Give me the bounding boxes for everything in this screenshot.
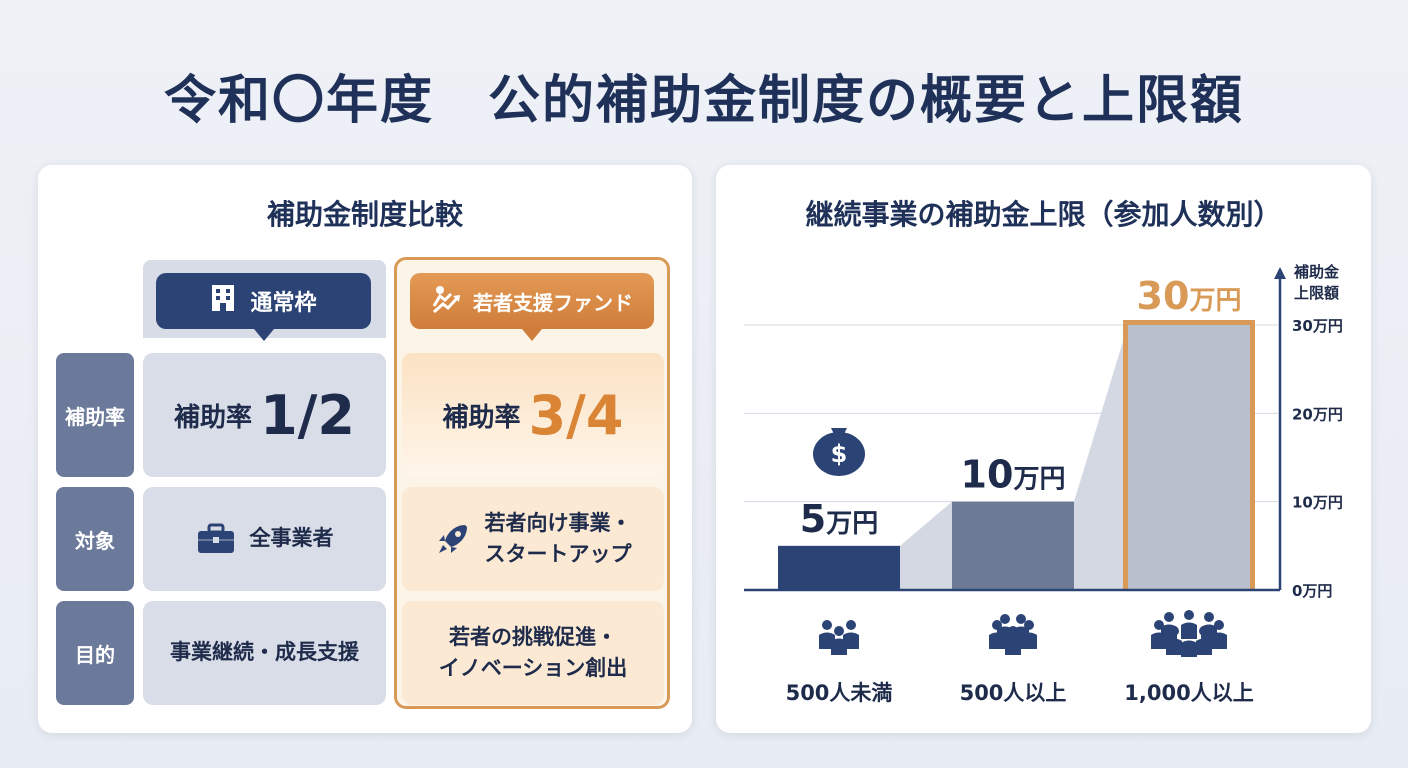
y-tick-label: 10万円 xyxy=(1292,494,1343,512)
normal-rate-cell: 補助率 1/2 xyxy=(143,353,386,477)
normal-column-header: 通常枠 xyxy=(156,273,371,341)
normal-target-cell: 全事業者 xyxy=(143,487,386,591)
value-label: 5万円 xyxy=(800,497,878,541)
youth-rate-cell: 補助率 3/4 xyxy=(402,353,664,477)
category-label: 1,000人以上 xyxy=(1124,681,1253,705)
building-icon xyxy=(210,283,236,319)
y-axis-arrow xyxy=(1274,267,1286,279)
normal-column-label: 通常枠 xyxy=(250,291,317,316)
youth-purpose-cell: 若者の挑戦促進・ イノベーション創出 xyxy=(402,601,664,705)
youth-target-text: 若者向け事業・ スタートアップ xyxy=(485,508,632,571)
people-large-group-icon xyxy=(1151,610,1227,657)
money-bag-icon: $ xyxy=(813,428,865,476)
youth-target-cell: 若者向け事業・ スタートアップ xyxy=(402,487,664,591)
youth-purpose-line2: イノベーション創出 xyxy=(438,656,628,680)
comparison-card: 補助金制度比較 通常枠 若者支援ファンド 補助率 補助率 1/2 xyxy=(38,165,692,733)
youth-rate-value: 3/4 xyxy=(528,383,624,447)
normal-purpose-text: 事業継続・成長支援 xyxy=(170,640,359,665)
youth-column-label: 若者支援ファンド xyxy=(473,290,633,315)
youth-rate-word: 補助率 xyxy=(442,402,521,433)
bar xyxy=(778,545,900,590)
row-label-rate: 補助率 xyxy=(56,353,134,477)
youth-target-line1: 若者向け事業・ xyxy=(484,510,632,535)
normal-purpose-cell: 事業継続・成長支援 xyxy=(143,601,386,705)
y-axis-label: 上限額 xyxy=(1294,284,1339,302)
youth-purpose-line1: 若者の挑戦促進・ xyxy=(449,624,617,649)
people-medium-group-icon xyxy=(989,614,1037,655)
comparison-title: 補助金制度比較 xyxy=(266,198,463,231)
y-tick-label: 30万円 xyxy=(1292,317,1343,335)
value-label: 30万円 xyxy=(1137,274,1242,318)
page-title: 令和〇年度 公的補助金制度の概要と上限額 xyxy=(163,71,1244,131)
growth-person-icon xyxy=(431,284,463,319)
rocket-icon xyxy=(435,521,471,557)
youth-column-header: 若者支援ファンド xyxy=(410,273,654,341)
bar xyxy=(1128,325,1250,590)
category-label: 500人未満 xyxy=(786,681,893,705)
row-label-purpose: 目的 xyxy=(56,601,134,705)
y-axis-label: 補助金 xyxy=(1293,263,1340,281)
y-tick-label: 0万円 xyxy=(1292,582,1332,600)
normal-target-text: 全事業者 xyxy=(249,526,334,551)
youth-target-line2: スタートアップ xyxy=(484,542,632,566)
bar xyxy=(952,501,1074,590)
svg-text:$: $ xyxy=(831,440,848,468)
people-small-group-icon xyxy=(819,620,859,655)
chart-card: 継続事業の補助金上限（参加人数別） 0万円 10万円 20万円 30万円 補助金上限額 5… xyxy=(716,165,1371,733)
briefcase-icon xyxy=(196,523,236,555)
category-label: 500人以上 xyxy=(960,681,1067,705)
normal-rate-value: 1/2 xyxy=(260,383,355,447)
youth-purpose-text: 若者の挑戦促進・ イノベーション創出 xyxy=(439,622,628,685)
normal-rate-word: 補助率 xyxy=(174,402,253,433)
value-label: 10万円 xyxy=(961,453,1066,497)
row-label-target: 対象 xyxy=(56,487,134,591)
chart-title: 継続事業の補助金上限（参加人数別） xyxy=(805,198,1282,231)
y-tick-label: 20万円 xyxy=(1292,405,1343,423)
bar-connector xyxy=(1074,325,1128,590)
bar-connector xyxy=(900,501,952,590)
